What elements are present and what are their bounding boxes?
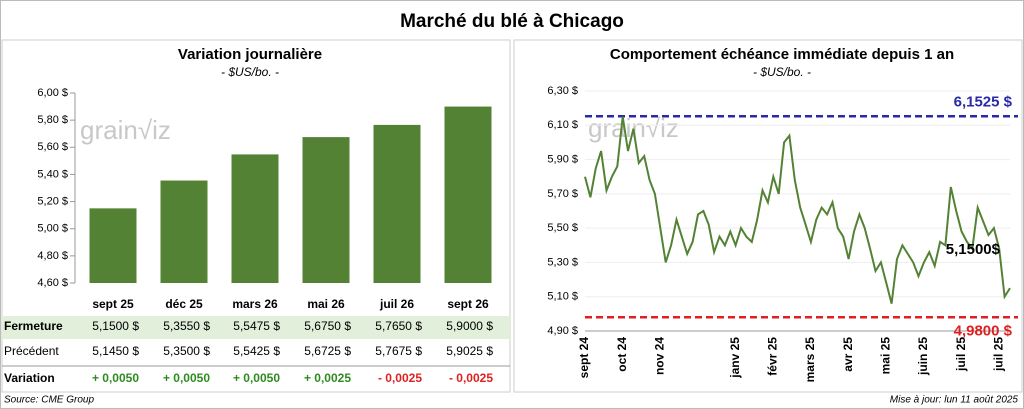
reference-label: 4,9800 $ — [954, 322, 1013, 339]
y-tick-label: 5,40 $ — [37, 168, 68, 180]
table-cell: 5,7650 $ — [375, 319, 422, 333]
chart-subtitle: - $US/bo. - — [753, 65, 811, 79]
table-cell: 5,3550 $ — [163, 319, 210, 333]
chart-title: Variation journalière — [178, 46, 322, 63]
x-tick-label: avr 25 — [841, 337, 855, 372]
bar — [89, 208, 137, 283]
bar — [373, 124, 421, 284]
y-tick-label: 6,30 $ — [547, 85, 578, 97]
watermark: grain√iz — [80, 115, 171, 145]
price-line — [584, 116, 1011, 304]
table-cell: + 0,0050 — [163, 371, 210, 385]
y-tick-label: 5,10 $ — [547, 291, 578, 303]
table-cell: + 0,0025 — [304, 371, 351, 385]
watermark: grain√iz — [588, 113, 679, 143]
table-cell: 5,1500 $ — [92, 319, 139, 333]
x-tick-label: déc 25 — [165, 297, 203, 311]
x-tick-label: oct 24 — [615, 337, 629, 372]
y-tick-label: 5,00 $ — [37, 223, 68, 235]
y-tick-label: 5,70 $ — [547, 188, 578, 200]
y-tick-label: 5,50 $ — [547, 222, 578, 234]
x-tick-label: sept 26 — [447, 297, 489, 311]
table-cell: + 0,0050 — [92, 371, 139, 385]
source: Source: CME Group — [4, 395, 94, 406]
chart-subtitle: - $US/bo. - — [221, 65, 279, 79]
bar — [160, 180, 208, 283]
y-tick-label: 4,90 $ — [547, 325, 578, 337]
row-label: Fermeture — [4, 319, 63, 333]
table-cell: - 0,0025 — [449, 371, 493, 385]
right-panel — [513, 39, 1023, 393]
x-tick-label: sept 25 — [92, 297, 134, 311]
left-panel — [1, 39, 511, 393]
y-tick-label: 5,90 $ — [547, 153, 578, 165]
y-tick-label: 5,60 $ — [37, 141, 68, 153]
table-cell: 5,1450 $ — [92, 344, 139, 358]
x-tick-label: mai 25 — [878, 337, 892, 375]
x-tick-label: janv 25 — [728, 337, 742, 379]
row-label: Précédent — [4, 344, 59, 358]
x-tick-label: juil 25 — [991, 337, 1005, 372]
bar — [231, 154, 279, 283]
y-tick-label: 5,80 $ — [37, 114, 68, 126]
table-cell: 5,3500 $ — [163, 344, 210, 358]
table-cell: 5,6725 $ — [304, 344, 351, 358]
row-label: Variation — [4, 371, 55, 385]
x-tick-label: sept 24 — [577, 337, 591, 379]
y-tick-label: 6,10 $ — [547, 119, 578, 131]
chart-title: Comportement échéance immédiate depuis 1… — [610, 46, 954, 63]
updated: Mise à jour: lun 11 août 2025 — [890, 395, 1019, 406]
bar — [302, 137, 350, 283]
page-title: Marché du blé à Chicago — [400, 11, 624, 32]
table-cell: 5,7675 $ — [375, 344, 422, 358]
x-tick-label: févr 25 — [765, 337, 779, 376]
close-row-bg — [2, 316, 510, 339]
x-tick-label: juil 26 — [379, 297, 414, 311]
y-tick-label: 5,20 $ — [37, 195, 68, 207]
x-tick-label: juin 25 — [916, 337, 930, 376]
table-cell: + 0,0050 — [233, 371, 280, 385]
annotation: 5,1500$ — [946, 241, 1001, 258]
reference-label: 6,1525 $ — [954, 93, 1013, 110]
x-tick-label: mars 26 — [232, 297, 278, 311]
table-cell: 5,9025 $ — [446, 344, 493, 358]
y-tick-label: 4,60 $ — [37, 277, 68, 289]
y-tick-label: 5,30 $ — [547, 256, 578, 268]
y-tick-label: 4,80 $ — [37, 250, 68, 262]
y-tick-label: 6,00 $ — [37, 87, 68, 99]
x-tick-label: mai 26 — [307, 297, 345, 311]
table-cell: 5,5475 $ — [233, 319, 280, 333]
table-cell: 5,5425 $ — [233, 344, 280, 358]
x-tick-label: juil 25 — [954, 337, 968, 372]
bar — [444, 106, 492, 283]
table-cell: 5,6750 $ — [304, 319, 351, 333]
x-tick-label: mars 25 — [803, 337, 817, 383]
x-tick-label: nov 24 — [652, 337, 666, 375]
table-cell: - 0,0025 — [378, 371, 422, 385]
table-cell: 5,9000 $ — [446, 319, 493, 333]
